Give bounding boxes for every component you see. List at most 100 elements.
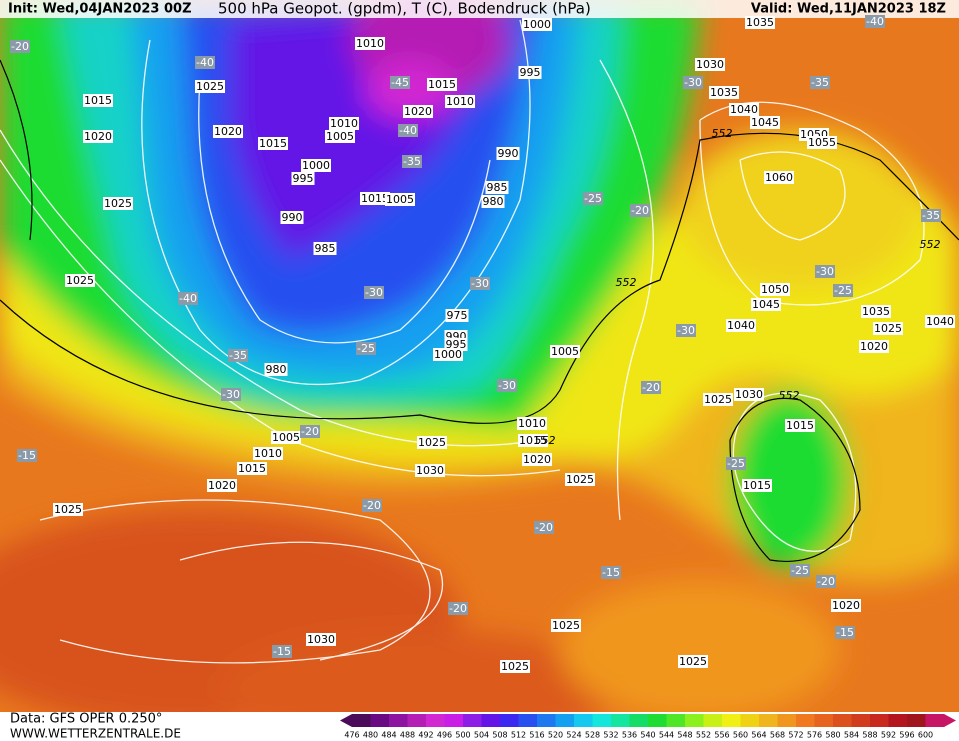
- temperature-label-box: [17, 449, 37, 462]
- isobar-label: 1025: [418, 436, 446, 449]
- temperature-label: -45: [391, 76, 409, 89]
- isobar-label-box: [83, 94, 113, 107]
- isobar-label-box: [195, 80, 225, 93]
- legend-label: 512: [511, 731, 526, 740]
- isobar-label: 995: [520, 66, 541, 79]
- legend-swatch: [796, 714, 815, 727]
- temperature-label: -25: [357, 342, 375, 355]
- legend-label: 600: [918, 731, 933, 740]
- legend-swatch: [925, 714, 945, 727]
- temperature-label-box: [630, 204, 650, 217]
- legend-label: 596: [899, 731, 914, 740]
- temperature-label: -25: [834, 284, 852, 297]
- temperature-label-box: [534, 521, 554, 534]
- isobar-label-box: [444, 338, 468, 351]
- legend-label: 504: [474, 731, 489, 740]
- temperature-label: -35: [922, 209, 940, 222]
- legend-label: 572: [788, 731, 803, 740]
- isobar-label: 1015: [259, 137, 287, 150]
- isobar-label: 1035: [746, 16, 774, 29]
- legend-label: 492: [418, 731, 433, 740]
- geopotential-label: 552: [616, 276, 637, 289]
- isobar-label-box: [518, 434, 548, 447]
- temperature-label: -40: [179, 292, 197, 305]
- temperature-label: -25: [584, 192, 602, 205]
- isobar-label-box: [329, 117, 359, 130]
- legend-swatch: [870, 714, 889, 727]
- isobar-label: 990: [282, 211, 303, 224]
- temperature-label: -20: [301, 425, 319, 438]
- isobar-label-box: [678, 655, 708, 668]
- temperature-label-box: [676, 324, 696, 337]
- data-source: Data: GFS OPER 0.250°: [10, 712, 162, 727]
- isobar-label: 1020: [84, 130, 112, 143]
- temperature-label: -20: [11, 40, 29, 53]
- temperature-label: -30: [498, 379, 516, 392]
- isobar-label-box: [264, 363, 288, 376]
- temperature-label-box: [816, 575, 836, 588]
- temperature-label: -30: [365, 286, 383, 299]
- isobar-label: 1020: [860, 340, 888, 353]
- isobar-label-box: [360, 192, 390, 205]
- temperature-label: -30: [684, 76, 702, 89]
- isobar-label-box: [551, 619, 581, 632]
- temperature-label-box: [815, 265, 835, 278]
- isobar-label-box: [518, 66, 542, 79]
- init-time: Init: Wed,04JAN2023 00Z: [8, 2, 192, 17]
- legend-arrow-low: [340, 714, 352, 727]
- isobar-label: 995: [446, 338, 467, 351]
- legend-label: 484: [381, 731, 396, 740]
- isobar-label-box: [445, 95, 475, 108]
- isobar-label: 1015: [428, 78, 456, 91]
- isobar-label: 995: [293, 172, 314, 185]
- isobar-label: 1040: [926, 315, 954, 328]
- temperature-label: -30: [471, 277, 489, 290]
- isobar-label-box: [522, 18, 552, 31]
- temperature-label-box: [362, 499, 382, 512]
- legend-swatch: [537, 714, 556, 727]
- isobar-label-box: [500, 660, 530, 673]
- isobar-label: 1030: [307, 633, 335, 646]
- temperature-label: -30: [816, 265, 834, 278]
- legend-label: 556: [714, 731, 729, 740]
- legend-swatch: [500, 714, 519, 727]
- isobar-label: 985: [487, 181, 508, 194]
- legend-swatch: [481, 714, 501, 727]
- isobar-label: 1025: [874, 322, 902, 335]
- temperature-label-box: [300, 425, 320, 438]
- temperature-label-box: [641, 381, 661, 394]
- isobar-label: 1020: [404, 105, 432, 118]
- isobar-label: 1025: [704, 393, 732, 406]
- isobar-label-box: [751, 298, 781, 311]
- isobar-label-box: [207, 479, 237, 492]
- isobar-label: 1030: [735, 388, 763, 401]
- temperature-label-box: [402, 155, 422, 168]
- isobar-label: 1025: [54, 503, 82, 516]
- temperature-label-box: [228, 349, 248, 362]
- legend-label: 516: [529, 731, 544, 740]
- temperature-label: -25: [791, 564, 809, 577]
- legend-swatch: [444, 714, 464, 727]
- header-band: [0, 0, 959, 18]
- isobar-label: 1015: [84, 94, 112, 107]
- isobar-label-box: [831, 599, 861, 612]
- legend-swatch: [352, 714, 371, 727]
- isobar-label-box: [280, 211, 304, 224]
- isobar-label-box: [745, 16, 775, 29]
- legend-label: 564: [751, 731, 766, 740]
- isobar-label: 980: [266, 363, 287, 376]
- temperature-label-box: [195, 56, 215, 69]
- temperature-label-box: [726, 457, 746, 470]
- legend-swatch: [426, 714, 445, 727]
- isobar-label: 1010: [446, 95, 474, 108]
- isobar-label-box: [764, 171, 794, 184]
- legend-label: 508: [492, 731, 507, 740]
- temperature-label-box: [390, 76, 410, 89]
- isobar-label: 1050: [761, 283, 789, 296]
- legend-swatch: [611, 714, 630, 727]
- isobar-label-box: [703, 393, 733, 406]
- isobar-label: 1015: [519, 434, 547, 447]
- isobar-label: 1020: [214, 125, 242, 138]
- isobar-label-box: [859, 340, 889, 353]
